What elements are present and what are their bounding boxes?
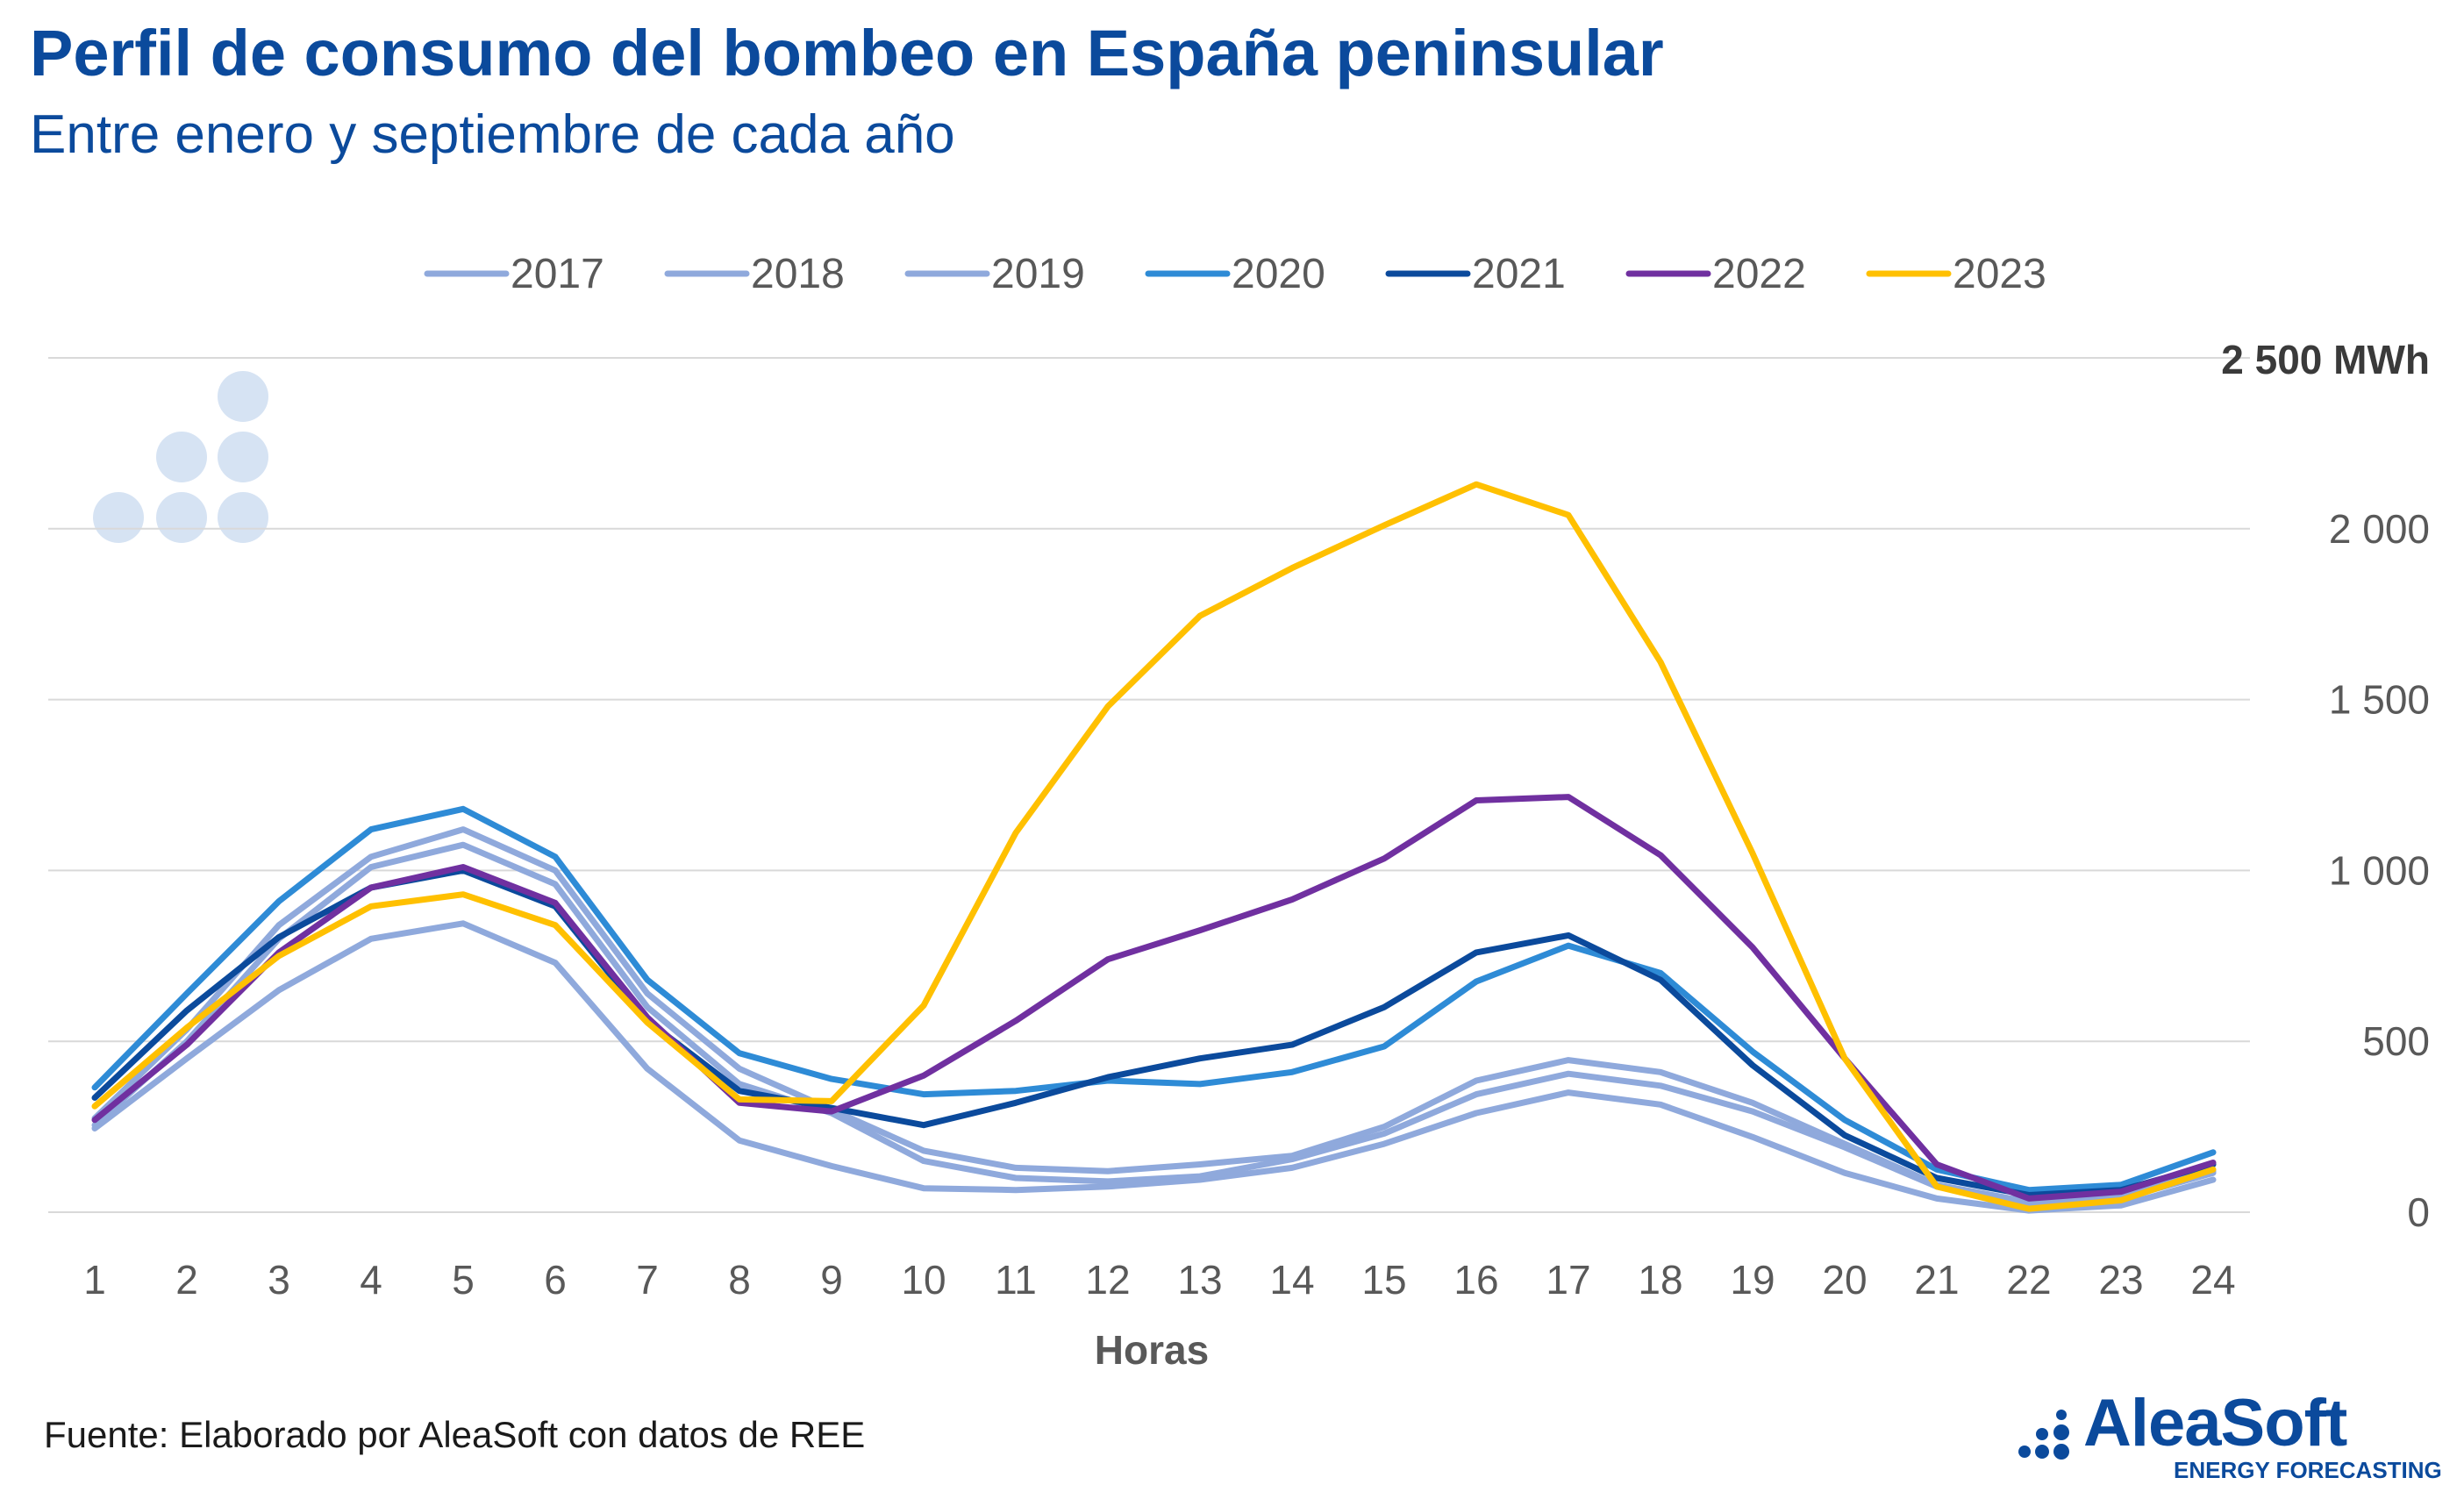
decorative-dot [218, 371, 268, 422]
x-tick-label: 5 [452, 1257, 475, 1303]
x-tick-label: 17 [1546, 1257, 1590, 1303]
x-tick-label: 2 [175, 1257, 198, 1303]
legend-label-2017: 2017 [511, 251, 604, 297]
x-tick-label: 6 [544, 1257, 567, 1303]
y-tick-label: 500 [2362, 1018, 2430, 1064]
series-line-2017 [91, 920, 2217, 1214]
x-tick-label: 16 [1453, 1257, 1498, 1303]
x-tick-label: 1 [83, 1257, 106, 1303]
series-line-2020 [91, 805, 2217, 1194]
x-tick-label: 10 [901, 1257, 946, 1303]
x-tick-label: 23 [2098, 1257, 2143, 1303]
x-tick-label: 3 [268, 1257, 290, 1303]
series-line-2019 [91, 826, 2217, 1205]
decorative-dot [218, 432, 268, 482]
y-axis-unit-label: 2 500 MWh [2221, 337, 2430, 382]
x-tick-label: 14 [1269, 1257, 1314, 1303]
x-tick-label: 18 [1638, 1257, 1682, 1303]
y-tick-label: 1 500 [2329, 677, 2430, 723]
chart-title: Perfil de consumo del bombeo en España p… [30, 17, 1664, 89]
decorative-dots [93, 371, 268, 543]
logo-tagline: ENERGY FORECASTING [2174, 1457, 2442, 1483]
x-tick-label: 15 [1361, 1257, 1406, 1303]
aleasoft-logo: AleaSoft ENERGY FORECASTING [2018, 1386, 2442, 1487]
y-tick-label: 0 [2407, 1189, 2430, 1235]
x-tick-label: 13 [1177, 1257, 1222, 1303]
legend-label-2019: 2019 [991, 251, 1085, 297]
chart-legend: 2017 2018 2019 2020 2021 2022 2023 [424, 251, 2046, 297]
x-tick-label: 11 [995, 1257, 1037, 1303]
x-tick-label: 19 [1730, 1257, 1775, 1303]
legend-label-2021: 2021 [1472, 251, 1566, 297]
legend-label-2023: 2023 [1953, 251, 2046, 297]
x-tick-label: 4 [360, 1257, 382, 1303]
x-tick-label: 21 [1914, 1257, 1959, 1303]
x-tick-label: 9 [820, 1257, 843, 1303]
source-note: Fuente: Elaborado por AleaSoft con datos… [44, 1414, 866, 1455]
x-tick-label: 24 [2190, 1257, 2235, 1303]
x-tick-label: 22 [2006, 1257, 2051, 1303]
legend-label-2018: 2018 [751, 251, 845, 297]
decorative-dot [156, 492, 207, 543]
decorative-dot [218, 492, 268, 543]
series-lines [91, 481, 2217, 1214]
y-tick-label: 2 000 [2329, 506, 2430, 552]
x-tick-label: 12 [1085, 1257, 1130, 1303]
x-tick-label: 8 [728, 1257, 751, 1303]
legend-label-2022: 2022 [1712, 251, 1806, 297]
decorative-dot [156, 432, 207, 482]
decorative-dot [93, 492, 144, 543]
series-line-2023 [91, 481, 2217, 1212]
logo-name: AleaSoft [2083, 1386, 2347, 1460]
x-axis-title: Horas [1095, 1327, 1209, 1373]
chart-subtitle: Entre enero y septiembre de cada año [30, 104, 955, 165]
x-tick-label: 20 [1822, 1257, 1867, 1303]
y-tick-label: 1 000 [2329, 847, 2430, 893]
legend-label-2020: 2020 [1232, 251, 1325, 297]
y-axis: 2 500 MWh 0 500 1 000 1 500 2 000 [2221, 337, 2430, 1235]
chart-grid [48, 357, 2250, 1213]
x-axis: Horas 1 2 3 4 5 6 7 8 9 10 11 12 13 14 15 16 17 18 19 20 21 2… [83, 1257, 2235, 1373]
x-tick-label: 7 [636, 1257, 659, 1303]
logo-dots-icon [2018, 1410, 2069, 1460]
